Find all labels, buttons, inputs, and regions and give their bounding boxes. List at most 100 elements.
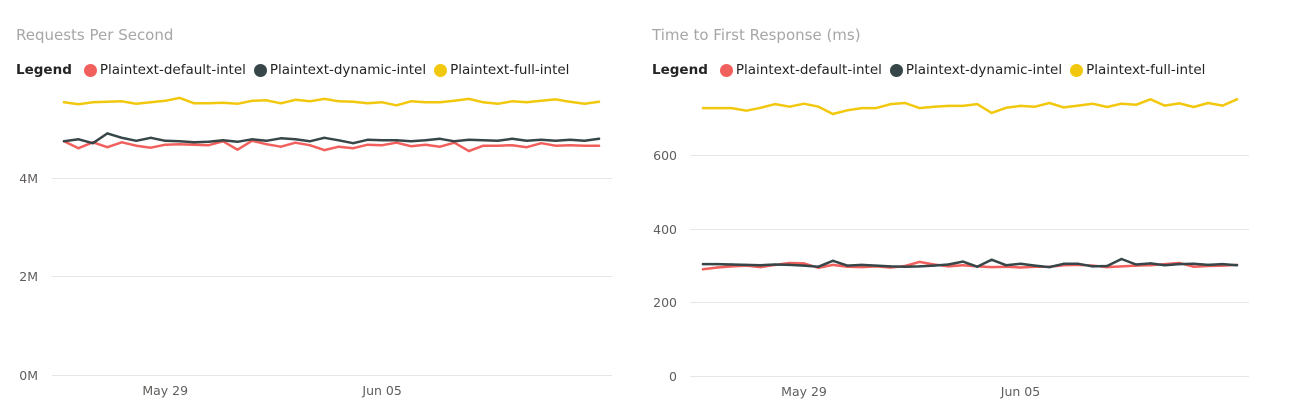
- data-point: [106, 132, 109, 135]
- data-point: [947, 265, 950, 268]
- data-point: [932, 105, 936, 108]
- y-tick-label: 400: [653, 222, 677, 237]
- data-point: [337, 145, 340, 148]
- data-point: [279, 137, 283, 140]
- y-axis-tick-labels: 0 200 400 600: [653, 148, 677, 384]
- data-point: [1163, 104, 1166, 107]
- data-point: [380, 139, 384, 142]
- data-point: [568, 138, 572, 141]
- data-point: [540, 99, 543, 103]
- data-point: [875, 106, 878, 110]
- data-point: [467, 138, 471, 141]
- legend-label: Plaintext-dynamic-intel: [269, 62, 427, 78]
- data-point: [453, 99, 456, 103]
- data-point: [236, 148, 239, 151]
- legend-item-plaintext-default-intel[interactable]: Plaintext-default-intel: [83, 62, 246, 78]
- data-point: [395, 104, 398, 107]
- data-point: [496, 144, 499, 147]
- data-point: [1091, 265, 1094, 268]
- data-point: [701, 268, 705, 271]
- legend-marker-icon: [434, 63, 448, 77]
- data-point: [554, 144, 557, 147]
- data-point: [120, 141, 124, 144]
- data-point: [438, 101, 442, 104]
- data-point: [745, 263, 748, 267]
- data-point: [1221, 262, 1224, 266]
- data-point: [1163, 264, 1166, 267]
- legend-title: Legend: [16, 62, 72, 78]
- data-point: [568, 100, 572, 104]
- data-point: [525, 101, 528, 104]
- data-point: [1077, 262, 1080, 265]
- legend-label: Plaintext-default-intel: [99, 62, 246, 78]
- data-point: [583, 139, 586, 142]
- data-point: [774, 102, 777, 106]
- data-point: [774, 263, 777, 266]
- data-point: [831, 259, 835, 262]
- series-line: [701, 98, 1239, 116]
- data-point: [1235, 264, 1239, 267]
- data-point: [802, 262, 806, 265]
- y-axis-tick-labels: 0M 2M 4M: [19, 171, 38, 383]
- data-point: [265, 143, 268, 146]
- legend-item-plaintext-default-intel[interactable]: Plaintext-default-intel: [719, 62, 882, 78]
- data-point: [889, 265, 892, 268]
- data-point: [990, 111, 993, 115]
- data-point: [438, 137, 442, 140]
- data-point: [77, 103, 80, 106]
- series-plaintext-full-intel: [701, 98, 1239, 116]
- legend-marker-icon: [83, 63, 97, 77]
- data-point: [1120, 257, 1123, 261]
- plot-area[interactable]: 0M 2M 4M May 29 Jun 05: [0, 0, 650, 412]
- data-point: [903, 265, 907, 268]
- data-point: [701, 106, 705, 110]
- data-point: [788, 105, 791, 108]
- data-point: [1105, 264, 1109, 268]
- data-point: [1091, 102, 1094, 105]
- data-point: [366, 102, 369, 105]
- legend-label: Plaintext-full-intel: [1086, 62, 1206, 78]
- data-point: [135, 139, 138, 142]
- data-point: [1019, 104, 1022, 108]
- data-point: [265, 139, 268, 142]
- data-point: [337, 100, 340, 103]
- x-tick-label: Jun 05: [361, 383, 401, 398]
- x-tick-label: May 29: [781, 384, 827, 399]
- series-line: [62, 132, 601, 145]
- data-point: [323, 148, 326, 152]
- legend-item-plaintext-dynamic-intel[interactable]: Plaintext-dynamic-intel: [889, 62, 1063, 78]
- y-tick-label: 2M: [19, 269, 38, 284]
- series-line: [62, 139, 601, 153]
- legend-label: Plaintext-dynamic-intel: [905, 62, 1063, 78]
- y-tick-label: 0M: [19, 368, 38, 383]
- legend-item-plaintext-dynamic-intel[interactable]: Plaintext-dynamic-intel: [253, 62, 427, 78]
- data-point: [192, 143, 196, 146]
- series-plaintext-dynamic-intel: [701, 257, 1239, 269]
- data-point: [1206, 101, 1210, 105]
- data-point: [149, 101, 152, 104]
- data-point: [62, 140, 66, 143]
- plot-area[interactable]: 0 200 400 600 May 29 Jun 05: [652, 0, 1302, 412]
- legend-item-plaintext-full-intel[interactable]: Plaintext-full-intel: [434, 62, 569, 78]
- data-point: [409, 140, 413, 143]
- data-point: [221, 101, 225, 105]
- data-point: [265, 99, 268, 102]
- legend-item-plaintext-full-intel[interactable]: Plaintext-full-intel: [1070, 62, 1205, 78]
- data-point: [716, 266, 719, 269]
- requests-per-second-chart: Requests Per Second Legend Plaintext-def…: [0, 0, 650, 412]
- data-point: [759, 106, 762, 110]
- data-point: [990, 265, 993, 269]
- data-point: [1077, 104, 1080, 107]
- data-point: [1105, 105, 1109, 109]
- data-point: [1134, 103, 1138, 107]
- data-point: [77, 138, 80, 141]
- data-point: [583, 102, 586, 106]
- data-point: [817, 105, 820, 108]
- x-tick-label: May 29: [142, 383, 188, 398]
- data-point: [279, 102, 283, 105]
- data-point: [1192, 262, 1195, 265]
- data-point: [947, 263, 950, 266]
- data-point: [1235, 98, 1239, 101]
- data-point: [846, 109, 849, 112]
- data-point: [467, 97, 471, 101]
